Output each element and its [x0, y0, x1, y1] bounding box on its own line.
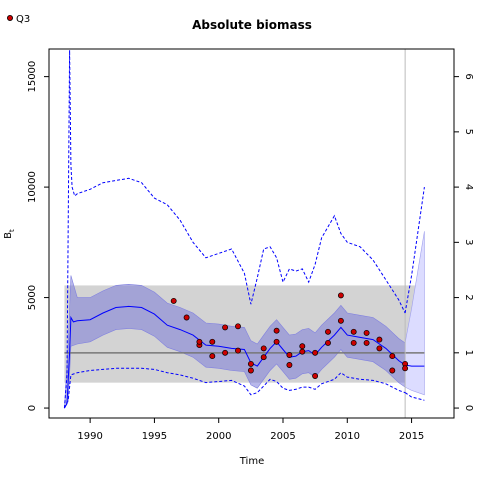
y-axis: 0 5000 10000 15000 [27, 61, 49, 411]
right-tick-label: 1 [463, 350, 474, 356]
observation-point [260, 345, 267, 352]
observation-point [222, 349, 229, 356]
observation-point [389, 353, 396, 360]
x-tick-label: 1995 [142, 431, 167, 442]
observation-point [222, 324, 229, 331]
x-tick-label: 1990 [77, 431, 102, 442]
observation-point [312, 373, 319, 379]
right-tick-label: 2 [463, 294, 474, 300]
observation-point [273, 327, 280, 334]
y-axis-title: Bt [3, 229, 16, 239]
observation-point [209, 338, 216, 345]
observation-point [363, 339, 370, 346]
y-tick-label: 0 [27, 405, 38, 411]
observation-point [247, 360, 254, 367]
x-axis-title: Time [239, 456, 264, 467]
series-line-5 [404, 187, 425, 314]
observation-point [170, 297, 177, 304]
observation-point [337, 292, 344, 299]
observation-point [260, 354, 267, 361]
observation-point [325, 339, 331, 346]
right-tick-label: 0 [463, 405, 474, 411]
observation-point [363, 329, 370, 336]
observation-point [286, 362, 293, 368]
observation-point [183, 314, 190, 321]
x-axis: 1990 1995 2000 2005 2010 2015 [77, 418, 424, 442]
observation-point [376, 345, 383, 352]
observation-point [376, 336, 383, 343]
plot-area [63, 49, 425, 418]
observation-point [209, 353, 216, 360]
observation-point [389, 367, 396, 374]
plot-frame [48, 48, 455, 419]
y-tick-label: 10000 [27, 171, 38, 203]
y-axis-title-subscript: t [8, 229, 16, 232]
series-line-2 [63, 50, 406, 409]
right-tick-label: 3 [463, 239, 474, 245]
observation-point [350, 339, 357, 346]
observation-point [337, 317, 344, 324]
y-axis-title-group: Bt [3, 229, 16, 239]
right-tick-label: 6 [463, 73, 474, 79]
x-tick-label: 2015 [399, 431, 424, 442]
legend-label: Q3 [16, 14, 30, 25]
series-line-6 [404, 392, 425, 401]
observation-point [299, 348, 306, 355]
x-tick-label: 2010 [335, 431, 360, 442]
observation-point [247, 367, 254, 374]
x-tick-label: 2000 [206, 431, 231, 442]
y-axis-title-main: B [3, 232, 14, 239]
y-tick-label: 15000 [27, 61, 38, 93]
legend: Q3 [7, 14, 30, 25]
observation-point [299, 343, 306, 350]
observation-point [286, 352, 293, 358]
y-tick-label: 5000 [27, 285, 38, 310]
x-tick-label: 2005 [270, 431, 295, 442]
right-tick-label: 4 [463, 184, 474, 190]
observation-point [350, 328, 357, 335]
observation-point [235, 347, 241, 354]
y-axis-right: 0 1 2 3 4 5 6 [454, 73, 474, 411]
observation-point [312, 349, 319, 356]
legend-marker [7, 14, 13, 21]
observation-point [273, 338, 280, 345]
observation-point [235, 323, 241, 330]
observation-point [196, 338, 203, 345]
observation-point [325, 328, 331, 335]
observation-point [402, 365, 409, 372]
chart-title: Absolute biomass [192, 18, 312, 32]
right-tick-label: 5 [463, 129, 474, 135]
